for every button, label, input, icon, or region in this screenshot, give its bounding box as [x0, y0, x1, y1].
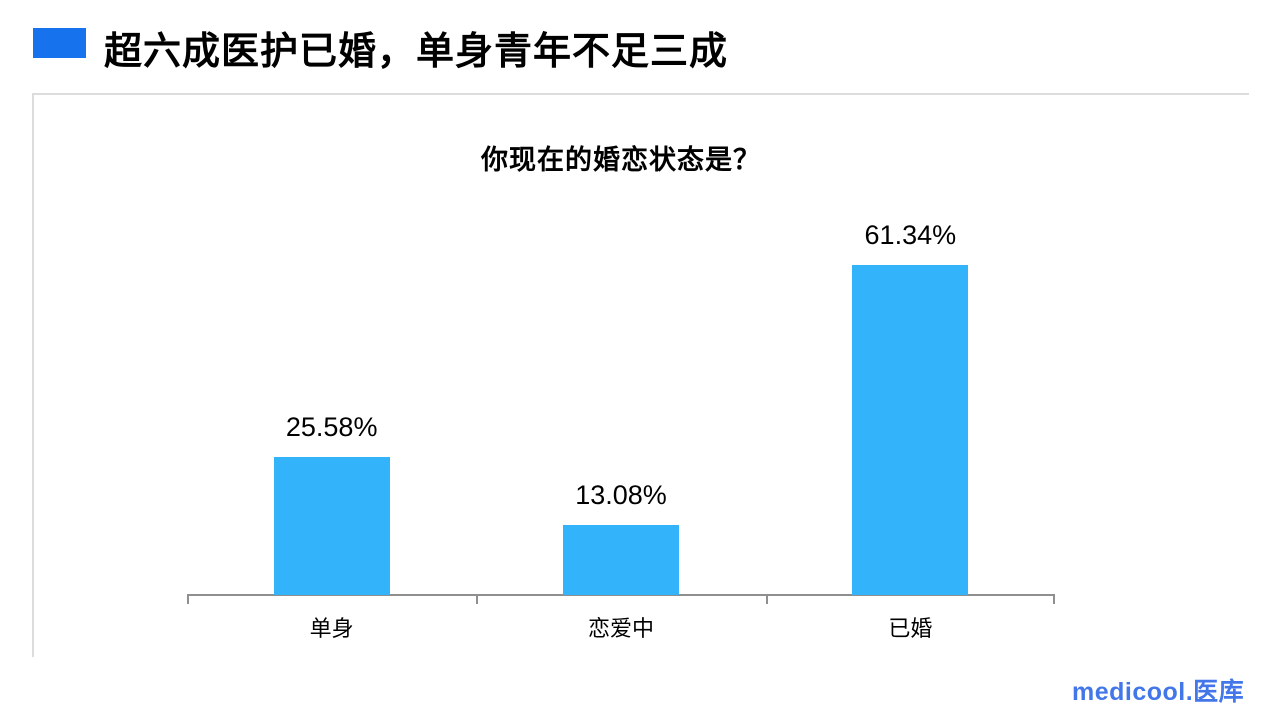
x-axis-tick	[765, 594, 768, 604]
x-axis-category-label: 单身	[309, 616, 354, 641]
bar-单身	[273, 457, 390, 595]
x-axis-category-label: 已婚	[888, 616, 933, 641]
title-marker-square	[33, 28, 86, 58]
bar-value-label: 61.34%	[864, 220, 957, 250]
x-axis-line	[187, 594, 1055, 596]
bar-已婚	[852, 265, 969, 595]
x-axis-category-label: 恋爱中	[587, 616, 654, 641]
x-axis-tick	[1053, 594, 1055, 604]
bar-恋爱中	[563, 524, 679, 595]
page-title: 超六成医护已婚，单身青年不足三成	[104, 31, 729, 73]
bar-chart: 你现在的婚恋状态是？ 25.58% 单身 13.08% 恋爱中 61.34% 已婚	[187, 95, 1055, 657]
bar-value-label: 25.58%	[285, 412, 378, 443]
bar-value-label: 13.08%	[575, 479, 667, 510]
x-axis-tick	[187, 594, 189, 604]
x-axis-tick	[476, 594, 479, 604]
chart-title: 你现在的婚恋状态是？	[481, 145, 761, 175]
medicool-logo: medicool.医库	[1072, 678, 1245, 706]
